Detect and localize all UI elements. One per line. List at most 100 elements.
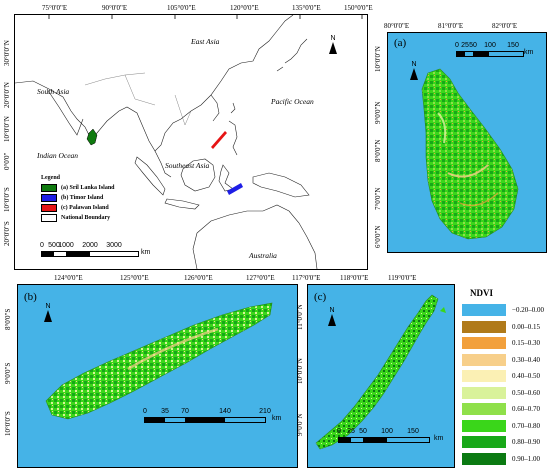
label-pacific-ocean: Pacific Ocean [271, 97, 314, 106]
ndvi-class: 0.40–0.50 [462, 368, 544, 385]
overview-legend: Legend (a) Sril Lanka Island (b) Timor I… [41, 175, 115, 223]
north-label: N [45, 303, 51, 310]
scale-tick: 150 [507, 42, 519, 49]
c-top-tick: 117°0'0"E [292, 274, 321, 282]
scale-unit: km [434, 435, 444, 442]
ndvi-legend: NDVI −0.20–0.00 0.00–0.15 0.15–0.30 0.30… [462, 288, 544, 467]
scale-tick: 100 [484, 42, 496, 49]
ndvi-swatch [462, 304, 506, 317]
timor-marker [227, 183, 243, 195]
timor-island [45, 302, 273, 420]
a-top-tick: 81°0'0"E [438, 22, 464, 30]
legend-swatch [41, 194, 57, 202]
c-left-tick: 11°0'0"N [296, 304, 304, 330]
ndvi-class: 0.80–0.90 [462, 434, 544, 451]
scale-tick: 25 [347, 428, 355, 435]
c-top-tick: 118°0'0"E [340, 274, 369, 282]
ndvi-label: 0.90–1.00 [512, 454, 540, 463]
ndvi-swatch [462, 452, 506, 465]
ndvi-label: 0.40–0.50 [512, 372, 540, 381]
panel-b-label: (b) [24, 291, 37, 303]
main-top-tick: 120°0'0"E [230, 4, 259, 12]
scale-tick: 3000 [106, 242, 122, 249]
srilanka-marker [86, 128, 98, 146]
c-scalebar: 0 25 50 100 150 km [337, 428, 448, 443]
a-left-tick: 10°0'0"N [374, 46, 382, 72]
label-south-asia: South Asia [37, 87, 70, 96]
scale-tick: 1000 [58, 242, 74, 249]
b-left-tick: 8°0'0"S [4, 308, 12, 330]
ndvi-label: 0.15–0.30 [512, 339, 540, 348]
c-top-tick: 119°0'0"E [388, 274, 417, 282]
main-left-tick: 20°0'0"S [3, 221, 11, 246]
overview-coastlines [15, 15, 363, 269]
north-arrow-icon [329, 42, 337, 54]
scale-unit: km [141, 249, 151, 256]
legend-title: Legend [41, 175, 61, 181]
ndvi-label: 0.30–0.40 [512, 355, 540, 364]
main-top-tick: 105°0'0"E [167, 4, 196, 12]
ndvi-swatch [462, 386, 506, 399]
legend-item: (b) Timor Island [41, 193, 115, 203]
legend-swatch [41, 204, 57, 212]
ndvi-swatch [462, 403, 506, 416]
scale-tick: 210 [259, 408, 271, 415]
scale-tick: 70 [181, 408, 189, 415]
panel-c-palawan: (c) N 0 25 50 100 150 km [307, 284, 455, 468]
scale-tick: 0 [337, 428, 341, 435]
b-left-tick: 10°0'0"S [4, 411, 12, 436]
label-southeast-asia: Southeast Asia [165, 161, 210, 170]
b-top-tick: 125°0'0"E [120, 274, 149, 282]
main-top-tick: 75°0'0"E [42, 4, 68, 12]
legend-item: (a) Sril Lanka Island [41, 183, 115, 193]
palawan-island [315, 294, 439, 450]
ndvi-label: 0.00–0.15 [512, 322, 540, 331]
ndvi-swatch [462, 320, 506, 333]
ndvi-class: 0.70–0.80 [462, 418, 544, 435]
ndvi-class: −0.20–0.00 [462, 302, 544, 319]
ndvi-swatch [462, 353, 506, 366]
north-label: N [329, 307, 335, 314]
north-label: N [330, 35, 336, 42]
ndvi-swatch [462, 370, 506, 383]
label-australia: Australia [249, 251, 277, 260]
c-north-arrow: N [326, 307, 338, 326]
legend-swatch [41, 184, 57, 192]
legend-label: (b) Timor Island [61, 195, 104, 201]
timor-ndvi-map [45, 302, 273, 420]
ndvi-class: 0.00–0.15 [462, 319, 544, 336]
panel-a-srilanka: (a) N 0 25 50 100 150 km [387, 32, 547, 253]
b-scalebar: 0 35 70 140 210 km [143, 408, 294, 423]
scale-tick: 150 [407, 428, 419, 435]
ndvi-legend-title: NDVI [470, 288, 494, 298]
north-arrow-icon [44, 310, 52, 322]
legend-label: (a) Sril Lanka Island [61, 185, 115, 191]
a-left-tick: 8°0'0"N [374, 139, 382, 162]
legend-item: (c) Palawan Island [41, 203, 115, 213]
overview-map: East Asia South Asia Pacific Ocean India… [14, 14, 368, 270]
scale-tick: 100 [381, 428, 393, 435]
a-left-tick: 6°0'0"N [374, 225, 382, 248]
ndvi-label: 0.70–0.80 [512, 421, 540, 430]
scale-tick: 140 [219, 408, 231, 415]
overview-scalebar: 0 500 1000 2000 3000 km [40, 242, 151, 257]
ndvi-class: 0.60–0.70 [462, 401, 544, 418]
a-top-tick: 80°0'0"E [384, 22, 410, 30]
ndvi-swatch [462, 419, 506, 432]
ndvi-label: 0.60–0.70 [512, 405, 540, 414]
main-left-tick: 10°0'0"N [3, 116, 11, 142]
panel-c-label: (c) [314, 291, 327, 303]
scale-tick: 50 [469, 42, 477, 49]
north-label: N [411, 61, 417, 68]
a-north-arrow: N [408, 61, 420, 80]
north-arrow-icon [410, 68, 418, 80]
legend-label: National Boundary [61, 215, 111, 221]
c-left-tick: 10°0'0"N [296, 358, 304, 384]
ndvi-label: −0.20–0.00 [512, 306, 544, 315]
legend-item: National Boundary [41, 213, 115, 223]
main-north-arrow: N [327, 35, 339, 54]
b-north-arrow: N [42, 303, 54, 322]
b-top-tick: 126°0'0"E [184, 274, 213, 282]
b-top-tick: 124°0'0"E [54, 274, 83, 282]
b-top-tick: 127°0'0"E [246, 274, 275, 282]
